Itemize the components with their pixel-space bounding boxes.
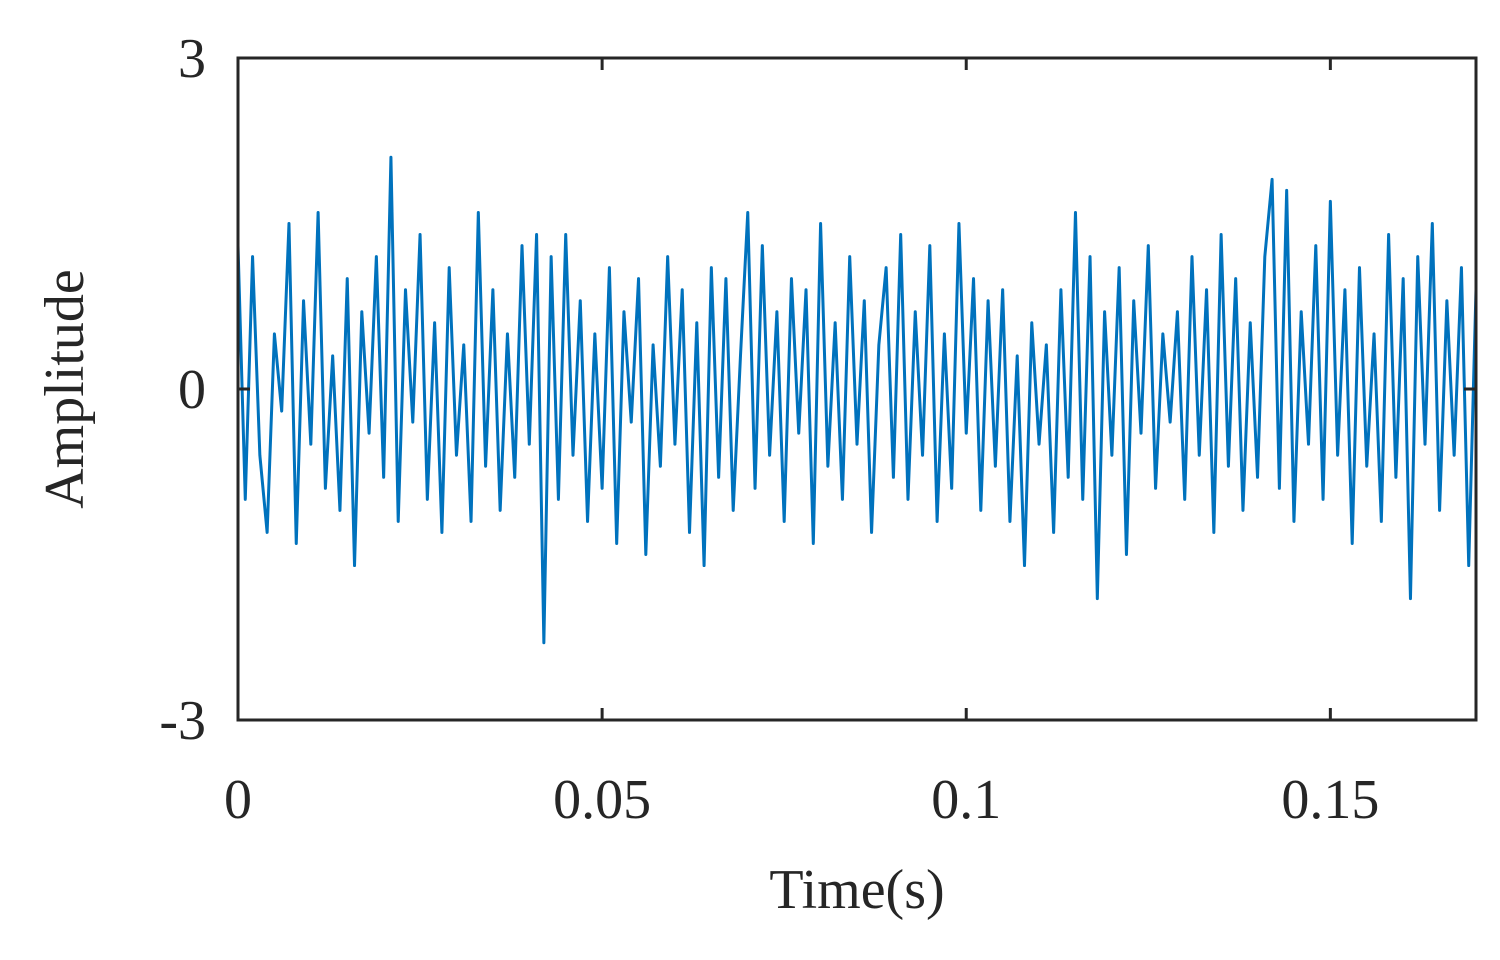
x-tick-label: 0.1: [931, 769, 1001, 831]
x-tick-label: 0.05: [553, 769, 651, 831]
y-tick-label: 0: [178, 359, 206, 421]
y-axis-label: Amplitude: [34, 269, 96, 509]
y-tick-label: 3: [178, 28, 206, 90]
x-tick-label: 0: [224, 769, 252, 831]
x-tick-label: 0.15: [1281, 769, 1379, 831]
y-tick-label: -3: [159, 690, 206, 752]
signal-line: [236, 155, 1478, 645]
x-axis-label: Time(s): [769, 859, 944, 921]
